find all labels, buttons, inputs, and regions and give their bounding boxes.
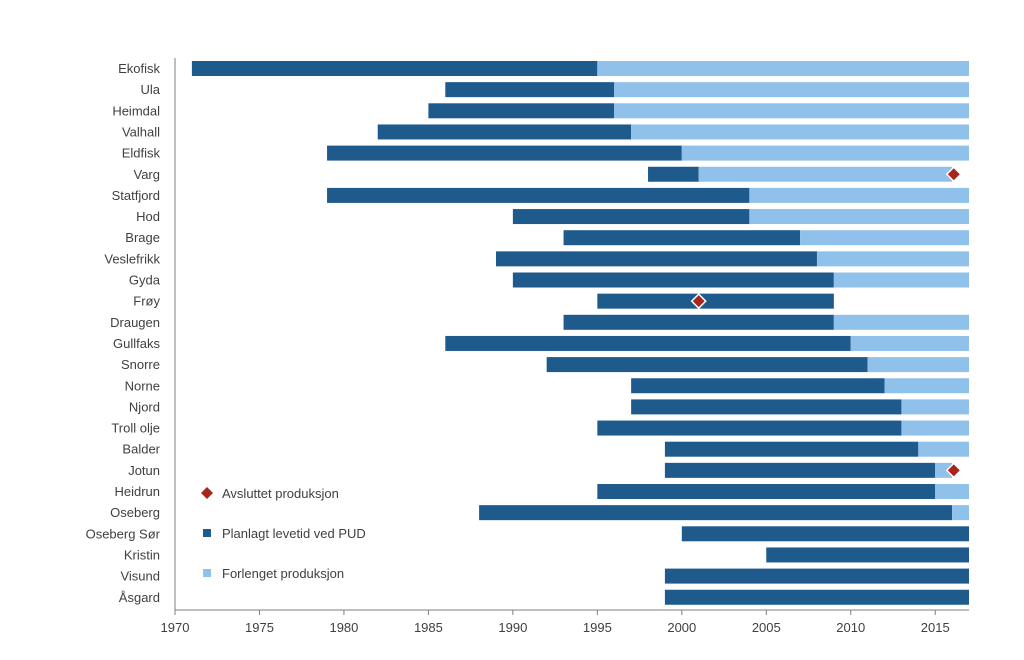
x-tick-label: 1975	[245, 620, 274, 635]
bar-extended	[833, 272, 969, 288]
bar-planned	[445, 335, 851, 351]
bar-planned	[546, 357, 868, 373]
legend-swatch-extended	[203, 569, 211, 577]
bar-extended	[816, 251, 969, 267]
category-labels: Ekofisk Ula Heimdal Valhall Eldfisk Varg Statf…	[86, 61, 161, 605]
x-tick-label: 1985	[414, 620, 443, 635]
bar-extended	[867, 357, 969, 373]
category-label: Gullfaks	[113, 336, 160, 351]
category-label: Balder	[122, 442, 160, 457]
x-tick-label: 2015	[921, 620, 950, 635]
legend-swatch-planned	[203, 529, 211, 537]
category-label: Visund	[120, 569, 160, 584]
axes-group: 1970 1975 1980 1985 1990 1995 2000 2005 2010 2015	[161, 58, 969, 635]
bar-extended	[597, 61, 969, 76]
category-label: Ula	[140, 82, 160, 97]
ended-marker	[945, 166, 962, 183]
bar-extended	[833, 314, 969, 330]
category-label: Njord	[129, 399, 160, 414]
bar-planned	[766, 547, 969, 563]
category-label: Heimdal	[112, 103, 160, 118]
bar-extended	[952, 505, 969, 521]
bar-extended	[631, 124, 969, 140]
x-tick-label: 1980	[329, 620, 358, 635]
markers-group	[690, 166, 962, 479]
bar-planned	[327, 187, 750, 203]
bar-planned	[631, 399, 902, 415]
bar-planned	[664, 462, 936, 478]
bar-planned	[664, 589, 969, 605]
x-tick-label: 2010	[836, 620, 865, 635]
bar-extended	[614, 103, 969, 119]
ended-marker	[690, 293, 707, 310]
category-label: Hod	[136, 209, 160, 224]
category-label: Eldfisk	[122, 146, 161, 161]
bar-extended	[749, 187, 969, 203]
category-label: Norne	[125, 378, 160, 393]
category-label: Kristin	[124, 547, 160, 562]
x-tick-label: 1970	[161, 620, 190, 635]
legend: Avsluttet produksjon Planlagt levetid ved…	[201, 486, 366, 581]
bar-extended	[850, 335, 969, 351]
category-label: Valhall	[122, 124, 160, 139]
bar-planned	[479, 505, 953, 521]
bar-planned	[512, 209, 750, 225]
bar-planned	[512, 272, 834, 288]
x-tick-label: 1990	[498, 620, 527, 635]
bar-planned	[597, 293, 834, 309]
category-label: Snorre	[121, 357, 160, 372]
bar-extended	[935, 484, 969, 499]
bar-extended	[918, 441, 969, 457]
bar-extended	[749, 209, 969, 225]
bar-planned	[428, 103, 615, 119]
ended-marker	[945, 462, 962, 479]
category-label: Heidrun	[114, 484, 160, 499]
bar-extended	[901, 420, 969, 436]
category-label: Oseberg	[110, 505, 160, 520]
category-label: Ekofisk	[118, 61, 160, 76]
bar-extended	[884, 378, 969, 394]
bar-extended	[698, 166, 953, 182]
bar-planned	[445, 82, 615, 98]
bars-group	[191, 61, 969, 605]
category-label: Frøy	[133, 294, 160, 309]
legend-swatch-ended	[201, 487, 213, 499]
bar-planned	[377, 124, 632, 140]
x-tick-label: 1995	[583, 620, 612, 635]
legend-label: Avsluttet produksjon	[222, 486, 339, 501]
category-label: Varg	[134, 167, 161, 182]
category-label: Jotun	[128, 463, 160, 478]
bar-planned	[664, 441, 919, 457]
bar-planned	[597, 420, 902, 436]
category-label: Brage	[125, 230, 160, 245]
category-label: Oseberg Sør	[86, 526, 161, 541]
category-label: Veslefrikk	[104, 251, 160, 266]
bar-planned	[681, 526, 969, 542]
category-label: Åsgard	[119, 590, 160, 605]
category-label: Draugen	[110, 315, 160, 330]
bar-planned	[664, 568, 969, 584]
bar-planned	[495, 251, 817, 267]
bar-extended	[935, 462, 953, 478]
bar-planned	[327, 145, 682, 161]
bar-planned	[631, 378, 885, 394]
bar-extended	[800, 230, 969, 246]
category-label: Gyda	[129, 273, 161, 288]
category-label: Statfjord	[112, 188, 160, 203]
bar-planned	[191, 61, 598, 76]
bar-planned	[597, 484, 936, 499]
bar-planned	[563, 230, 801, 246]
x-tick-label: 2000	[667, 620, 696, 635]
legend-label: Planlagt levetid ved PUD	[222, 526, 366, 541]
bar-extended	[901, 399, 969, 415]
bar-extended	[614, 82, 969, 98]
bar-planned	[648, 166, 699, 182]
legend-label: Forlenget produksjon	[222, 566, 344, 581]
bar-planned	[563, 314, 834, 330]
category-label: Troll olje	[111, 421, 160, 436]
bar-extended	[681, 145, 969, 161]
x-tick-label: 2005	[752, 620, 781, 635]
